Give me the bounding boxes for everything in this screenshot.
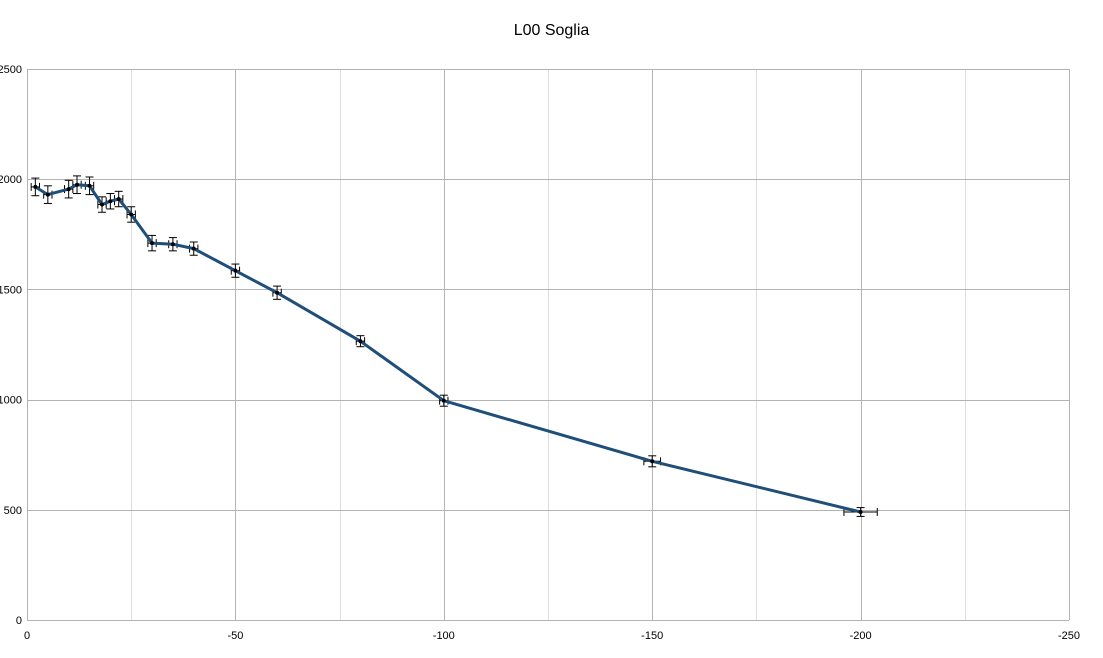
tick-labels: 0 -50 -100 -150 -200 -250 0 500 1000 1500 2000 2500 bbox=[0, 64, 1080, 642]
x-tick-label: -150 bbox=[641, 630, 663, 642]
data-point bbox=[233, 268, 238, 273]
series-line bbox=[33, 182, 863, 515]
data-point bbox=[170, 242, 175, 247]
chart-title: L00 Soglia bbox=[513, 22, 590, 39]
axes bbox=[27, 69, 1069, 621]
data-point bbox=[33, 184, 38, 189]
x-tick-label: -200 bbox=[850, 630, 872, 642]
x-tick-label: -250 bbox=[1058, 630, 1080, 642]
data-line bbox=[34, 183, 861, 514]
x-tick-label: -50 bbox=[227, 630, 243, 642]
y-tick-label: 0 bbox=[16, 615, 22, 627]
data-point bbox=[116, 197, 121, 202]
x-tick-label: 0 bbox=[24, 630, 30, 642]
grid-lines bbox=[27, 69, 1070, 621]
data-point bbox=[275, 290, 280, 295]
data-point bbox=[858, 510, 863, 515]
y-tick-label: 1500 bbox=[0, 284, 22, 296]
y-tick-label: 500 bbox=[4, 505, 22, 517]
data-point bbox=[129, 212, 134, 217]
data-point bbox=[75, 182, 80, 187]
y-tick-label: 1000 bbox=[0, 395, 22, 407]
data-point bbox=[358, 339, 363, 344]
data-point bbox=[87, 183, 92, 188]
data-point bbox=[150, 241, 155, 246]
data-point bbox=[191, 246, 196, 251]
data-point bbox=[45, 192, 50, 197]
data-point bbox=[650, 459, 655, 464]
y-tick-label: 2000 bbox=[0, 174, 22, 186]
data-point bbox=[66, 187, 71, 192]
error-bars bbox=[30, 175, 878, 517]
data-point bbox=[100, 202, 105, 207]
x-tick-label: -100 bbox=[433, 630, 455, 642]
data-point bbox=[108, 199, 113, 204]
data-point bbox=[441, 398, 446, 403]
y-tick-label: 2500 bbox=[0, 64, 22, 76]
